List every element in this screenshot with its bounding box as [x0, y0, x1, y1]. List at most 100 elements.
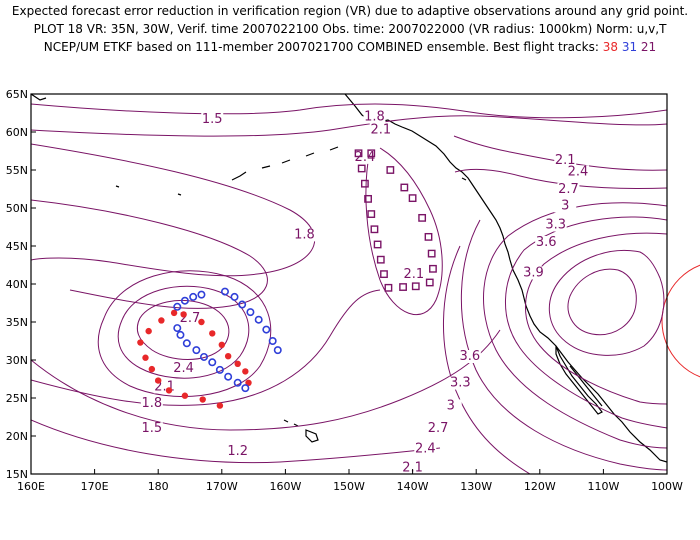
- contour-1-8-south: [31, 289, 381, 406]
- track-38-point: [198, 318, 205, 326]
- contour-label-bg: [557, 182, 580, 196]
- header-line-3-text: NCEP/UM ETKF based on 111-member 2007021…: [43, 40, 599, 54]
- lon-label: 120W: [524, 480, 556, 493]
- track-31-point: [197, 290, 206, 299]
- track-21-point: [376, 255, 385, 264]
- kamchatka-edge: [31, 94, 47, 101]
- alaska-canada-coast: [344, 94, 667, 463]
- lon-label: 130W: [460, 480, 492, 493]
- map-content: 1.81.52.12.4 2.12.42.733.33.63.91.82.12.7…: [31, 94, 667, 474]
- contour-label: 3: [447, 398, 455, 413]
- track-21-point: [411, 282, 420, 291]
- contour-label-bg: [535, 236, 558, 249]
- track-21-point: [386, 166, 395, 174]
- contour-label-bg: [401, 461, 424, 474]
- track-21-point: [408, 194, 417, 203]
- lat-label: 55N: [6, 164, 28, 177]
- track-38-point: [234, 360, 241, 367]
- lat-label: 50N: [6, 202, 28, 215]
- contour-west-loop-2: [31, 199, 268, 309]
- track-31-point: [230, 292, 239, 301]
- contour-label-bg: [402, 267, 425, 281]
- track-21-point: [424, 232, 433, 241]
- track-38-point: [180, 311, 187, 318]
- contour-label-bg: [439, 399, 462, 413]
- contour-label: 2.4: [173, 361, 194, 376]
- header-line-1: Expected forecast error reduction in ver…: [11, 4, 689, 18]
- contour-label: 1.2: [227, 444, 248, 459]
- contour-label-bg: [172, 362, 195, 376]
- track-38-point: [145, 327, 152, 335]
- track-21-point: [427, 249, 436, 258]
- track-31-point: [224, 372, 233, 381]
- contour-2-1-central: [365, 147, 443, 316]
- lat-label: 20N: [6, 430, 28, 443]
- lon-label: 110W: [587, 480, 619, 493]
- contour-east-3-3: [525, 232, 667, 405]
- contour-label: 3: [561, 199, 569, 214]
- hawaii-islands: [283, 419, 319, 443]
- flight-tracks: [137, 149, 437, 409]
- plot-header: Expected forecast error reduction in ver…: [0, 2, 700, 56]
- lon-label: 100W: [651, 480, 683, 493]
- track-31-point: [176, 330, 185, 339]
- header-line-2: PLOT 18 VR: 35N, 30W, Verif. time 200702…: [33, 22, 667, 36]
- track-21-point: [418, 213, 427, 222]
- contour-label: 1.5: [202, 112, 223, 127]
- contour-label: 3.3: [450, 376, 471, 391]
- track-38-point: [170, 309, 178, 317]
- contour-label: 2.1: [555, 153, 576, 168]
- track-id-21: 21: [640, 40, 657, 54]
- contour-label: 2.7: [558, 182, 579, 197]
- contour-label: 1.8: [294, 227, 315, 242]
- track-21-point: [429, 264, 437, 273]
- contour-1-8-north: [31, 115, 667, 137]
- contour-label: 2.4: [415, 442, 436, 457]
- track-21-point: [364, 194, 372, 203]
- contour-label-bg: [449, 376, 472, 390]
- contour-label: 2.1: [370, 123, 391, 138]
- track-21-point: [367, 210, 376, 218]
- contour-label: 2.1: [404, 267, 425, 282]
- lon-label: 170W: [206, 480, 238, 493]
- track-38-point: [158, 317, 165, 324]
- contour-label-bg: [140, 422, 163, 436]
- track-38-point: [148, 365, 156, 373]
- track-21-point: [425, 278, 434, 287]
- contour-label-bg: [369, 123, 392, 137]
- track-31-point: [241, 384, 250, 393]
- contour-2-4-ne: [454, 168, 667, 189]
- track-31-point: [215, 365, 224, 374]
- track-21-point: [357, 164, 366, 173]
- track-31-point: [262, 325, 271, 334]
- track-38-point: [142, 354, 149, 361]
- track-21-point: [361, 179, 369, 188]
- lat-label: 15N: [6, 468, 28, 481]
- track-31-point: [173, 324, 182, 333]
- track-38-point: [165, 387, 173, 394]
- track-31-point: [238, 300, 247, 309]
- lon-label: 140W: [397, 480, 429, 493]
- track-31-point: [246, 308, 255, 317]
- contour-east-3-9: [567, 268, 637, 336]
- track-31-point: [173, 302, 182, 311]
- gulf-inner-coast: [569, 365, 603, 407]
- lon-label: 150W: [333, 480, 365, 493]
- lat-label: 40N: [6, 278, 28, 291]
- longitude-labels: 160E 170E 180 170W 160W 150W 140W 130W 120W 110W 1…: [17, 469, 683, 493]
- contour-east-3: [504, 216, 667, 429]
- contour-1-5-south: [31, 329, 501, 431]
- lat-label: 60N: [6, 126, 28, 139]
- contour-labels: 1.81.52.12.4 2.12.42.733.33.63.91.82.12.7…: [140, 110, 589, 474]
- track-38-point: [216, 402, 224, 409]
- track-38-point: [218, 341, 225, 348]
- track-31-point: [273, 346, 282, 355]
- contour-label: 1.8: [141, 396, 162, 411]
- coastlines: [31, 94, 667, 463]
- verification-region-circle: [661, 264, 700, 378]
- track-38-point: [137, 339, 144, 346]
- lon-label: 160W: [269, 480, 301, 493]
- contour-label: 2.4: [568, 164, 589, 179]
- contour-1-2-south: [31, 419, 441, 464]
- contour-label-bg: [293, 228, 316, 242]
